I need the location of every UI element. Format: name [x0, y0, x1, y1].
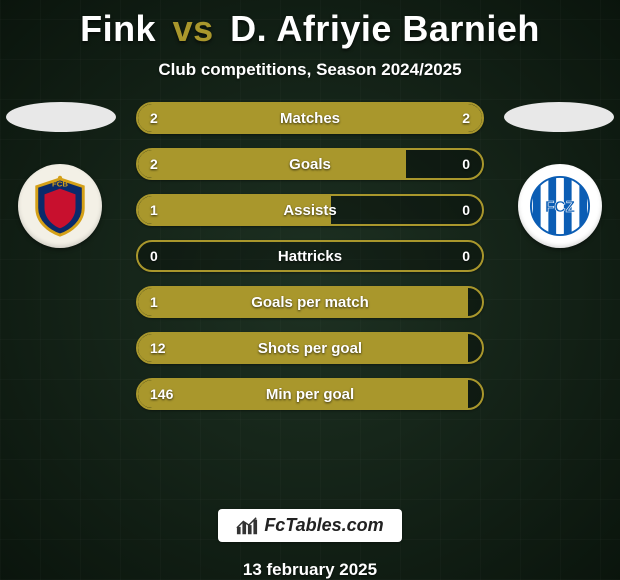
crest-letters: FCB: [52, 180, 68, 189]
stat-row: 1Assists0: [136, 194, 484, 226]
vs-text: vs: [173, 8, 214, 49]
stat-row: 0Hattricks0: [136, 240, 484, 272]
stat-row: 1Goals per match: [136, 286, 484, 318]
stat-row: 2Goals0: [136, 148, 484, 180]
subtitle: Club competitions, Season 2024/2025: [158, 60, 461, 80]
stat-value-right: 0: [442, 202, 482, 218]
stat-value-right: 0: [442, 248, 482, 264]
branding: FcTables.com: [218, 509, 401, 542]
date-text: 13 february 2025: [243, 560, 377, 580]
stat-fill-left: [138, 288, 468, 316]
fctables-logo-icon: [236, 516, 258, 536]
page-title: Fink vs D. Afriyie Barnieh: [80, 8, 540, 50]
stat-row: 12Shots per goal: [136, 332, 484, 364]
player2-head-placeholder: [504, 102, 614, 132]
player2-club-badge: FCZ: [518, 164, 602, 248]
stat-fill-left: [138, 380, 468, 408]
stat-row: 146Min per goal: [136, 378, 484, 410]
fc-zurich-crest-icon: FCZ: [529, 175, 591, 237]
fc-basel-crest-icon: FCB: [29, 175, 91, 237]
stat-value-left: 0: [138, 248, 178, 264]
stat-value-left: 2: [138, 156, 178, 172]
player1-name: Fink: [80, 8, 156, 49]
stat-row: 2Matches2: [136, 102, 484, 134]
player1-club-badge: FCB: [18, 164, 102, 248]
branding-text: FcTables.com: [264, 515, 383, 536]
stat-value-left: 12: [138, 340, 178, 356]
stat-rows: 2Matches22Goals01Assists00Hattricks01Goa…: [136, 102, 484, 410]
stat-value-left: 1: [138, 294, 178, 310]
stat-value-left: 146: [138, 386, 185, 402]
stats-stage: FCB FCZ 2Matches22Goals01Assis: [0, 102, 620, 501]
stat-label: Hattricks: [138, 248, 482, 265]
stat-fill-left: [138, 334, 468, 362]
player2-name: D. Afriyie Barnieh: [230, 8, 540, 49]
comparison-card: Fink vs D. Afriyie Barnieh Club competit…: [0, 0, 620, 580]
stat-value-right: 2: [442, 110, 482, 126]
crest-letters: FCZ: [545, 199, 576, 216]
player1-head-placeholder: [6, 102, 116, 132]
stat-fill-left: [138, 150, 406, 178]
stat-value-left: 1: [138, 202, 178, 218]
stat-value-right: 0: [442, 156, 482, 172]
stat-value-left: 2: [138, 110, 178, 126]
